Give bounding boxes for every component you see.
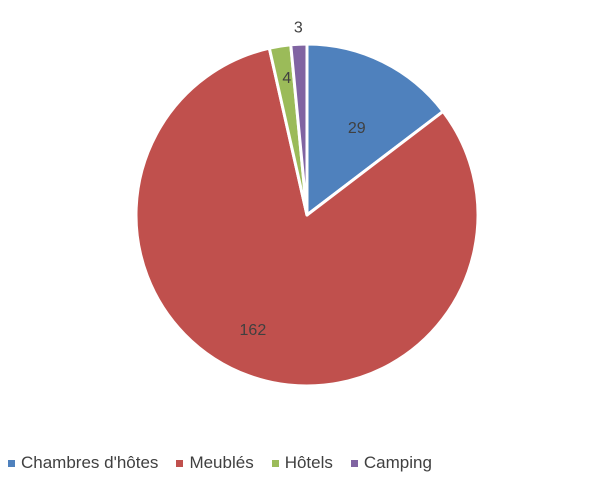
legend-swatch-meubles — [176, 459, 184, 467]
legend-swatch-hotels — [271, 459, 279, 467]
legend-swatch-camping — [350, 459, 358, 467]
legend-label-chambres: Chambres d'hôtes — [21, 453, 159, 472]
legend-item-camping: Camping — [350, 453, 432, 473]
data-label-camping: 3 — [294, 19, 303, 36]
legend-label-hotels: Hôtels — [284, 453, 333, 472]
pie-data-labels: 29 162 4 3 — [240, 19, 366, 339]
data-label-chambres: 29 — [348, 120, 366, 137]
legend-item-chambres: Chambres d'hôtes — [8, 453, 158, 473]
pie-slice-camping — [289, 42, 309, 217]
legend-item-meubles: Meublés — [176, 453, 254, 473]
legend-swatch-chambres — [8, 459, 15, 467]
data-label-meubles: 162 — [240, 322, 267, 339]
data-label-hotels: 4 — [282, 70, 291, 87]
legend: Chambres d'hôtes Meublés Hôtels Camping — [8, 449, 608, 477]
legend-label-meubles: Meublés — [189, 453, 254, 472]
pie-slice-chambres — [305, 42, 445, 217]
legend-item-hotels: Hôtels — [271, 453, 333, 473]
legend-label-camping: Camping — [363, 453, 432, 472]
pie-slices — [134, 42, 480, 388]
pie-slice-meubles — [134, 46, 480, 388]
